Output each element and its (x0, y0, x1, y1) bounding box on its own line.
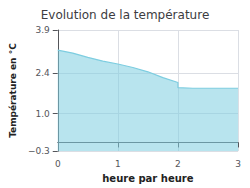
svg-text:3.9: 3.9 (35, 25, 50, 35)
svg-text:heure par heure: heure par heure (102, 173, 193, 184)
svg-text:3: 3 (235, 159, 241, 169)
svg-text:Température en °C: Température en °C (8, 43, 18, 138)
svg-text:2: 2 (175, 159, 181, 169)
svg-text:2.4: 2.4 (35, 68, 50, 78)
svg-text:1.0: 1.0 (35, 109, 50, 119)
svg-text:−0.3: −0.3 (28, 146, 50, 156)
svg-text:Evolution de la température: Evolution de la température (41, 8, 210, 22)
svg-text:1: 1 (115, 159, 121, 169)
svg-text:0: 0 (55, 159, 61, 169)
